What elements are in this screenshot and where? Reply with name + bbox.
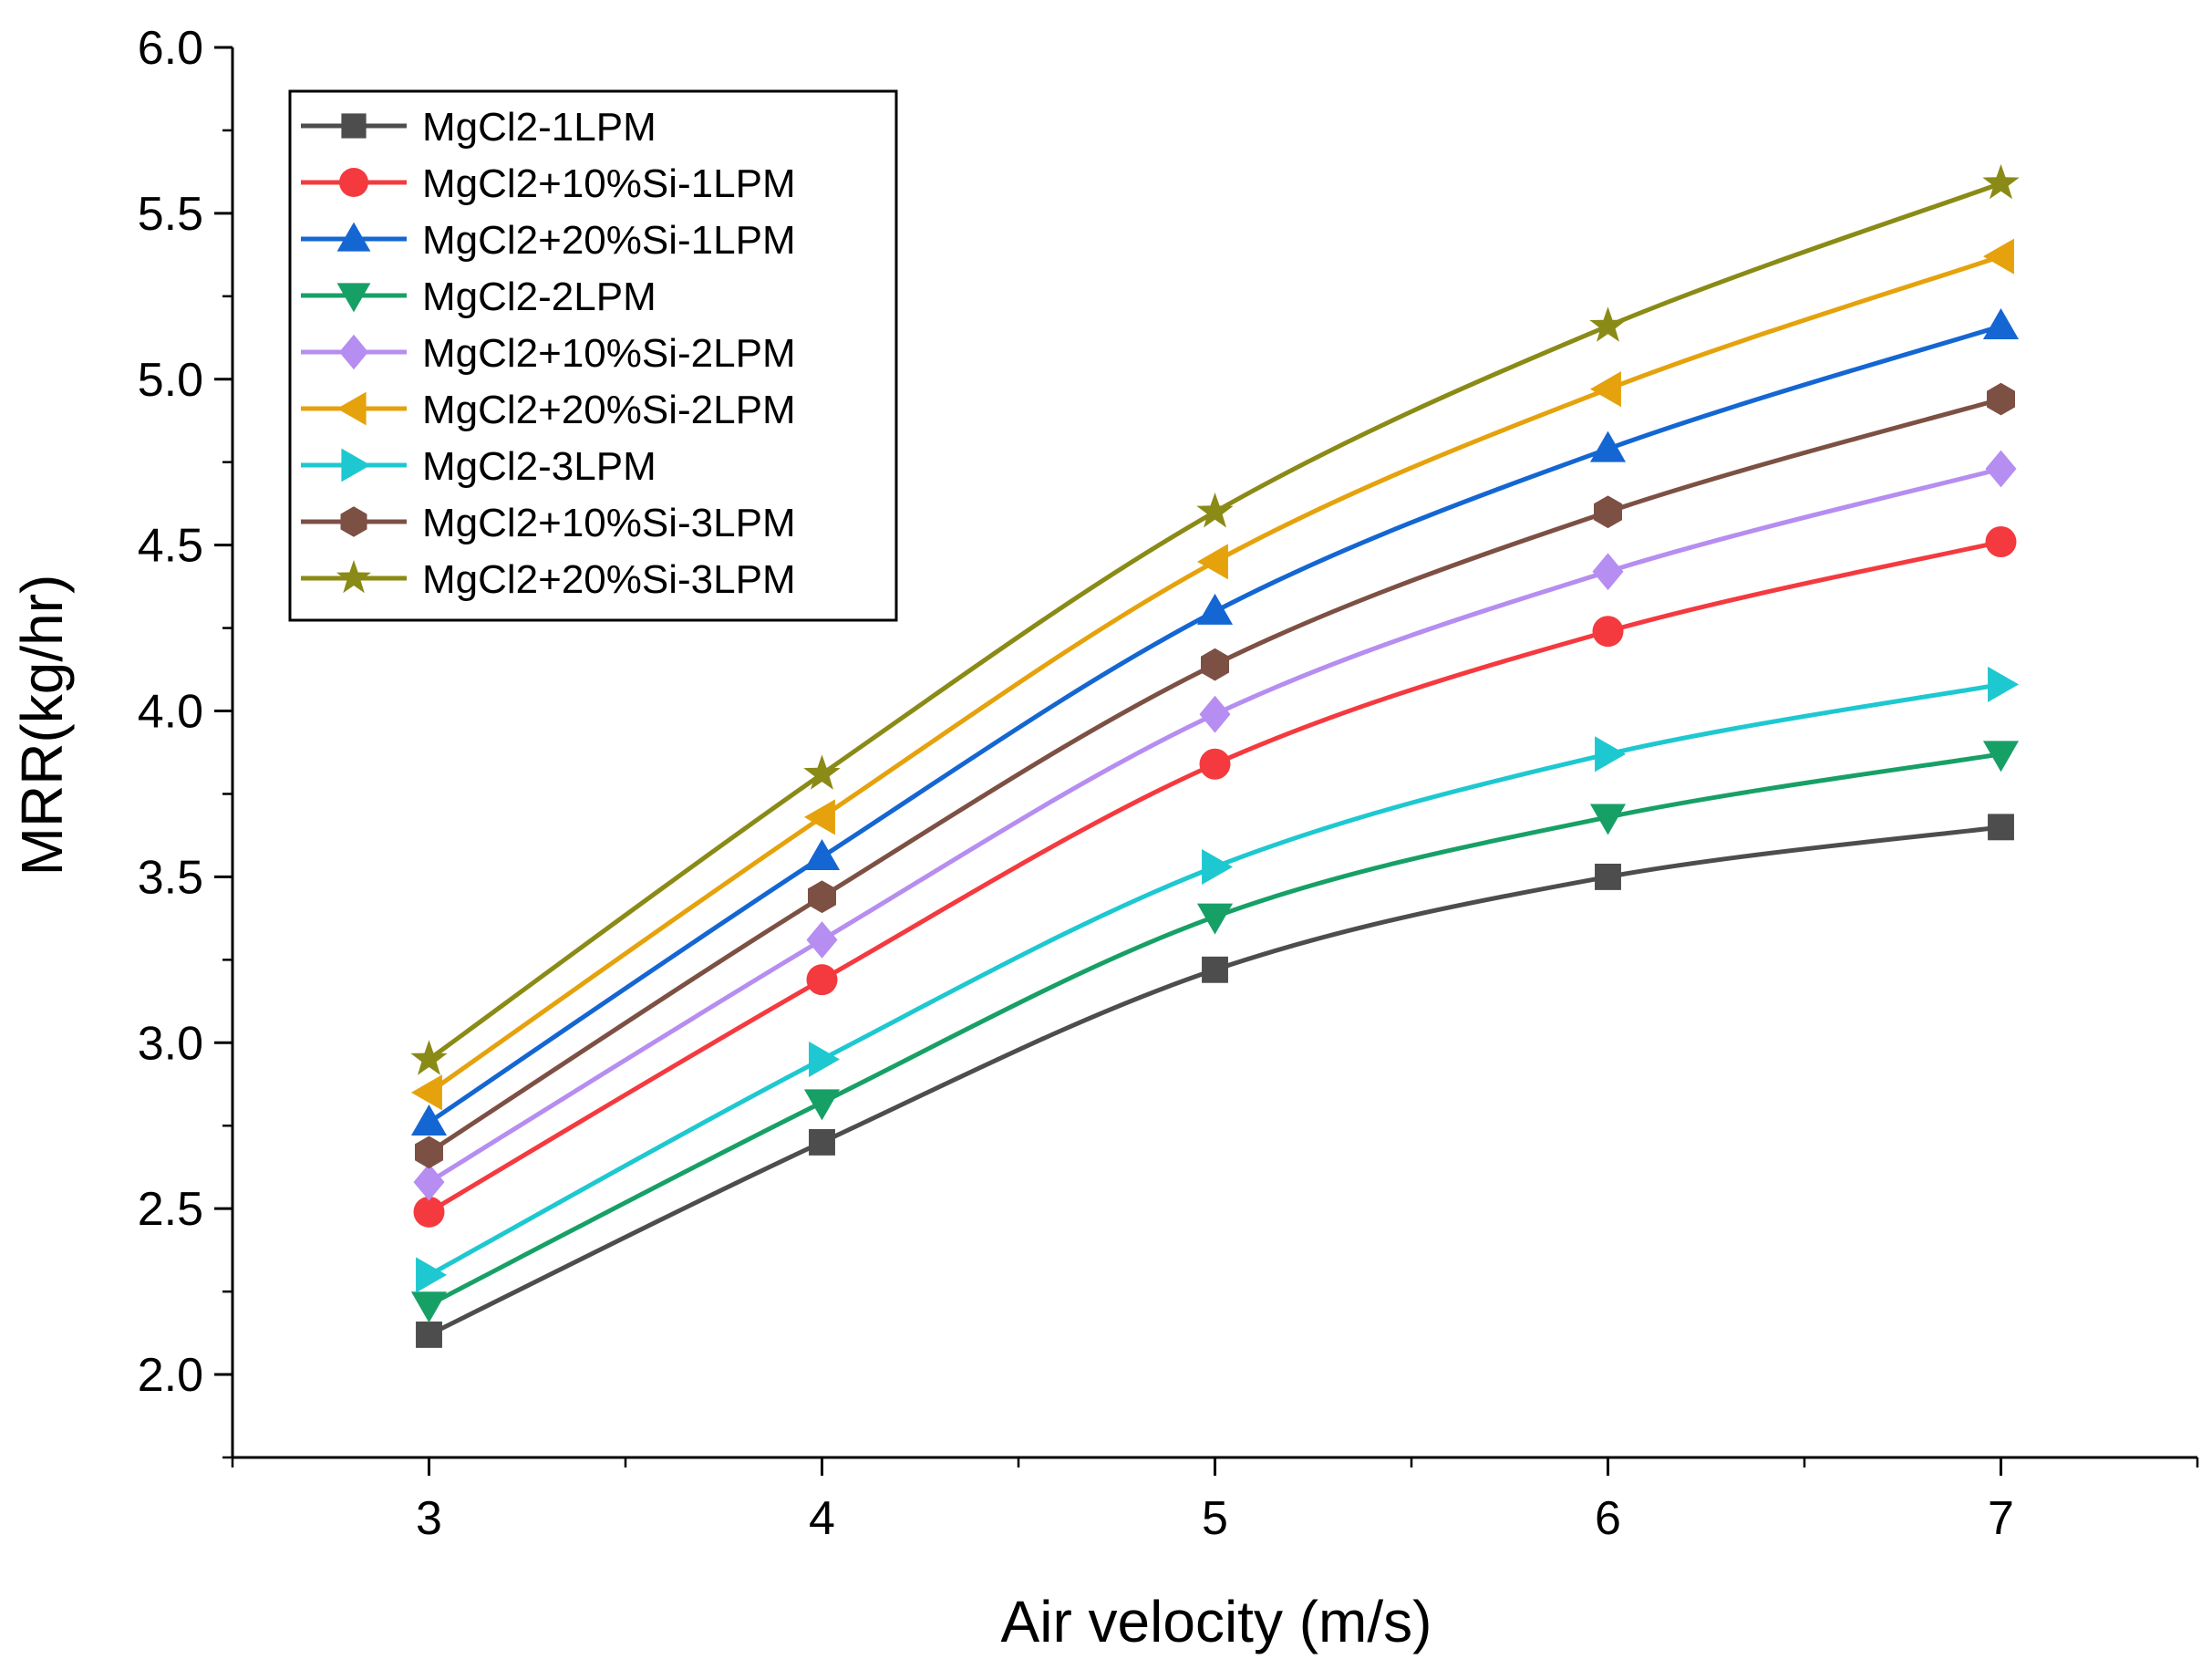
legend-label-7: MgCl2-3LPM (422, 444, 656, 489)
data-point-series-8 (415, 1136, 443, 1169)
data-point-series-7 (809, 1041, 841, 1078)
x-tick-label: 5 (1202, 1492, 1228, 1545)
series-line-1 (428, 824, 2001, 1337)
legend-marker-3 (336, 222, 371, 252)
data-point-series-3 (1196, 593, 1234, 625)
legend-marker-2 (339, 168, 368, 197)
legend-marker-1 (341, 113, 367, 139)
y-axis-title: MRR(kg/hr) (9, 575, 75, 876)
series-line-4 (428, 752, 2001, 1307)
data-point-series-9 (1589, 306, 1627, 342)
data-point-series-9 (803, 754, 841, 790)
series-line-9 (428, 181, 2002, 1062)
data-point-series-2 (413, 1196, 445, 1228)
legend-label-5: MgCl2+10%Si-2LPM (422, 331, 796, 376)
data-point-series-8 (1594, 495, 1622, 529)
data-point-series-9 (410, 1040, 448, 1075)
y-tick-label: 5.5 (138, 188, 203, 241)
data-point-series-2 (1199, 748, 1231, 780)
y-tick-label: 2.5 (138, 1183, 203, 1236)
data-point-series-8 (1201, 648, 1229, 681)
x-tick-label: 4 (809, 1492, 835, 1545)
legend-box (288, 89, 898, 622)
legend-marker-9 (336, 560, 371, 594)
x-tick-label: 3 (416, 1492, 442, 1545)
axis-ticks: 2.0 2.5 3.0 3.5 4.0 4.5 5.0 5.5 6.0 3 4 5 6 7 (138, 22, 2199, 1545)
y-tick-label: 3.0 (138, 1017, 203, 1070)
data-point-series-8 (1987, 382, 2015, 416)
legend-label-1: MgCl2-1LPM (422, 105, 656, 150)
series-markers (410, 163, 2020, 1348)
data-point-series-6 (1196, 544, 1228, 580)
legend: MgCl2-1LPM MgCl2+10%Si-1LPM MgCl2+20%Si-1L… (288, 89, 898, 622)
data-point-series-3 (803, 839, 841, 871)
data-point-series-5 (1199, 695, 1231, 733)
data-point-series-3 (1982, 308, 2020, 340)
data-point-series-2 (1592, 616, 1624, 648)
data-point-series-6 (410, 1074, 442, 1111)
data-point-series-3 (410, 1104, 448, 1136)
data-point-series-2 (1985, 526, 2017, 558)
data-point-series-7 (416, 1257, 448, 1293)
y-tick-label: 2.0 (138, 1349, 203, 1402)
data-point-series-3 (1589, 430, 1627, 462)
data-point-series-5 (1985, 450, 2017, 488)
data-point-series-6 (1982, 238, 2014, 275)
data-point-series-9 (1982, 163, 2020, 200)
data-point-series-4 (410, 1291, 448, 1323)
data-point-series-1 (1988, 814, 2014, 841)
y-tick-label: 4.5 (138, 520, 203, 573)
y-tick-label: 6.0 (138, 22, 203, 75)
legend-label-8: MgCl2+10%Si-3LPM (422, 501, 796, 545)
y-tick-label: 4.0 (138, 686, 203, 739)
data-point-series-7 (1988, 666, 2020, 702)
data-point-series-7 (1202, 848, 1234, 886)
data-point-series-1 (1595, 863, 1621, 890)
data-point-series-5 (806, 921, 838, 959)
data-point-series-8 (808, 880, 836, 914)
legend-marker-7 (341, 448, 371, 482)
legend-marker-8 (340, 506, 367, 537)
legend-label-6: MgCl2+20%Si-2LPM (422, 388, 796, 432)
y-tick-label: 5.0 (138, 354, 203, 407)
legend-marker-4 (336, 283, 371, 313)
data-point-series-7 (1595, 736, 1627, 773)
legend-marker-5 (339, 334, 368, 370)
data-point-series-6 (1589, 371, 1621, 408)
data-point-series-2 (806, 964, 838, 996)
legend-marker-6 (336, 391, 367, 426)
data-point-series-5 (413, 1163, 445, 1201)
data-point-series-5 (1592, 553, 1624, 591)
x-axis-title: Air velocity (m/s) (1001, 1589, 1432, 1654)
y-tick-label: 3.5 (138, 851, 203, 904)
data-point-series-4 (803, 1089, 841, 1121)
legend-label-4: MgCl2-2LPM (422, 275, 656, 319)
legend-label-3: MgCl2+20%Si-1LPM (422, 218, 796, 263)
legend-label-9: MgCl2+20%Si-3LPM (422, 557, 796, 602)
data-point-series-4 (1196, 903, 1234, 935)
data-point-series-1 (416, 1321, 442, 1348)
data-point-series-4 (1982, 741, 2020, 773)
x-tick-label: 7 (1988, 1492, 2014, 1545)
data-point-series-4 (1589, 804, 1627, 835)
legend-label-2: MgCl2+10%Si-1LPM (422, 161, 796, 206)
data-point-series-6 (803, 799, 835, 835)
data-point-series-1 (1202, 956, 1228, 983)
data-point-series-1 (809, 1128, 835, 1156)
data-point-series-9 (1196, 493, 1234, 528)
x-tick-label: 6 (1595, 1492, 1621, 1545)
